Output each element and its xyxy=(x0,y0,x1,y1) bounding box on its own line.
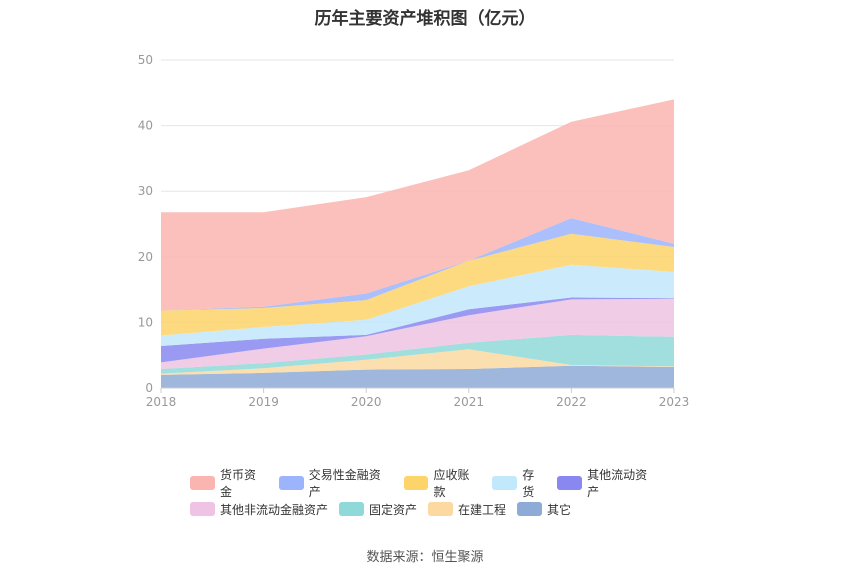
legend-swatch xyxy=(492,476,518,490)
legend-swatch xyxy=(339,502,365,516)
x-tick-label: 2022 xyxy=(556,395,587,409)
x-tick-label: 2019 xyxy=(248,395,279,409)
x-tick-label: 2021 xyxy=(454,395,485,409)
stacked-area-chart: 0 10 20 30 40 50 2018 2019 2020 2021 2022 2023 xyxy=(138,53,690,409)
legend-item[interactable]: 交易性金融资产 xyxy=(278,466,393,500)
area-在建工程 xyxy=(161,349,674,375)
legend-label: 其他非流动金融资产 xyxy=(220,502,329,517)
chart-legend: 货币资金 交易性金融资产 应收账款 存货 其他流动资产 其他非流动金融资产 固定资产 在建工… xyxy=(190,468,670,521)
area-其他非流动金融资产 xyxy=(161,298,674,369)
y-tick-label: 50 xyxy=(138,53,153,67)
legend-item[interactable]: 固定资产 xyxy=(339,501,417,518)
y-tick-label: 10 xyxy=(138,315,153,329)
legend-row: 货币资金 交易性金融资产 应收账款 存货 其他流动资产 xyxy=(190,468,670,499)
y-tick-label: 40 xyxy=(138,119,153,133)
legend-label: 应收账款 xyxy=(433,468,470,499)
chart-title: 历年主要资产堆积图（亿元） xyxy=(314,9,536,29)
data-source-note: 数据来源：恒生聚源 xyxy=(366,550,484,565)
legend-label: 其它 xyxy=(547,502,572,517)
y-tick-label: 0 xyxy=(145,381,153,395)
legend-swatch xyxy=(403,476,429,490)
legend-label: 其他流动资产 xyxy=(587,468,648,499)
legend-label: 在建工程 xyxy=(458,502,507,517)
legend-swatch xyxy=(517,502,543,516)
legend-swatch xyxy=(278,476,304,490)
legend-row: 其他非流动金融资产 固定资产 在建工程 其它 xyxy=(190,497,670,521)
area-货币资金 xyxy=(161,99,674,311)
legend-item[interactable]: 应收账款 xyxy=(403,466,482,500)
x-tick-label: 2023 xyxy=(659,395,690,409)
legend-item[interactable]: 在建工程 xyxy=(428,501,506,518)
y-tick-label: 20 xyxy=(138,250,153,264)
legend-item[interactable]: 其他非流动金融资产 xyxy=(190,501,328,518)
legend-item[interactable]: 其他流动资产 xyxy=(557,466,659,500)
legend-swatch xyxy=(428,502,454,516)
area-固定资产 xyxy=(161,334,674,374)
y-tick-label: 30 xyxy=(138,184,153,198)
legend-swatch xyxy=(190,502,215,516)
area-存货 xyxy=(161,264,674,346)
legend-item[interactable]: 其它 xyxy=(517,501,571,518)
legend-item[interactable]: 货币资金 xyxy=(190,466,268,500)
legend-swatch xyxy=(190,476,215,490)
legend-label: 存货 xyxy=(522,468,535,499)
legend-item[interactable]: 存货 xyxy=(492,466,546,500)
area-其它 xyxy=(161,365,674,388)
legend-label: 固定资产 xyxy=(369,502,418,517)
legend-label: 交易性金融资产 xyxy=(308,468,381,499)
area-应收账款 xyxy=(161,233,674,336)
x-tick-label: 2020 xyxy=(351,395,382,409)
x-tick-label: 2018 xyxy=(146,395,177,409)
legend-label: 货币资金 xyxy=(219,468,256,499)
legend-swatch xyxy=(557,476,583,490)
